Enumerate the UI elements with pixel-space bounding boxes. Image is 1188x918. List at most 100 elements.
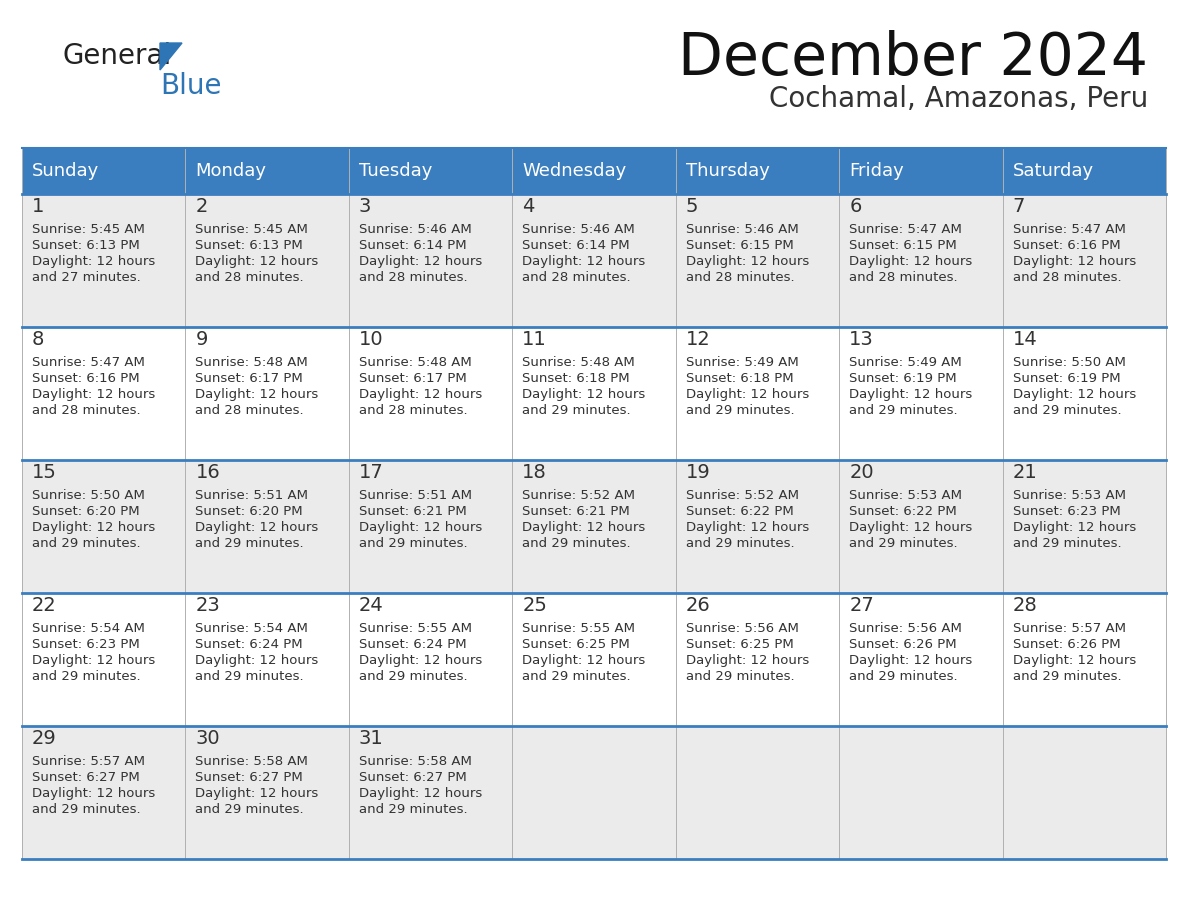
Text: Daylight: 12 hours: Daylight: 12 hours — [32, 521, 156, 534]
Text: Sunset: 6:20 PM: Sunset: 6:20 PM — [32, 505, 140, 518]
Text: Sunrise: 5:46 AM: Sunrise: 5:46 AM — [685, 223, 798, 236]
Text: Sunrise: 5:50 AM: Sunrise: 5:50 AM — [1012, 356, 1125, 369]
Text: Daylight: 12 hours: Daylight: 12 hours — [196, 521, 318, 534]
Text: Sunrise: 5:47 AM: Sunrise: 5:47 AM — [1012, 223, 1125, 236]
Text: and 29 minutes.: and 29 minutes. — [1012, 537, 1121, 550]
Text: 11: 11 — [523, 330, 546, 349]
Text: Sunset: 6:13 PM: Sunset: 6:13 PM — [196, 239, 303, 252]
Text: and 29 minutes.: and 29 minutes. — [523, 670, 631, 683]
Text: Sunset: 6:20 PM: Sunset: 6:20 PM — [196, 505, 303, 518]
Text: Sunrise: 5:57 AM: Sunrise: 5:57 AM — [1012, 622, 1125, 635]
Text: Sunset: 6:22 PM: Sunset: 6:22 PM — [849, 505, 956, 518]
Text: 10: 10 — [359, 330, 384, 349]
Text: Sunrise: 5:55 AM: Sunrise: 5:55 AM — [359, 622, 472, 635]
Bar — [23, 593, 1165, 726]
Text: Friday: Friday — [849, 162, 904, 180]
Text: Daylight: 12 hours: Daylight: 12 hours — [685, 654, 809, 667]
Text: and 29 minutes.: and 29 minutes. — [849, 537, 958, 550]
Text: Daylight: 12 hours: Daylight: 12 hours — [359, 654, 482, 667]
Text: Thursday: Thursday — [685, 162, 770, 180]
Text: Sunset: 6:16 PM: Sunset: 6:16 PM — [32, 372, 140, 385]
Text: Sunrise: 5:57 AM: Sunrise: 5:57 AM — [32, 755, 145, 768]
Bar — [23, 327, 1165, 460]
Text: Daylight: 12 hours: Daylight: 12 hours — [359, 255, 482, 268]
Text: 23: 23 — [196, 596, 220, 615]
Text: Sunrise: 5:52 AM: Sunrise: 5:52 AM — [523, 489, 636, 502]
Text: Sunset: 6:21 PM: Sunset: 6:21 PM — [523, 505, 630, 518]
Text: Sunset: 6:19 PM: Sunset: 6:19 PM — [1012, 372, 1120, 385]
Text: and 29 minutes.: and 29 minutes. — [685, 404, 795, 417]
Text: and 29 minutes.: and 29 minutes. — [523, 404, 631, 417]
Text: Sunrise: 5:51 AM: Sunrise: 5:51 AM — [196, 489, 309, 502]
Text: 18: 18 — [523, 463, 546, 482]
Text: Sunset: 6:18 PM: Sunset: 6:18 PM — [685, 372, 794, 385]
Text: Daylight: 12 hours: Daylight: 12 hours — [196, 787, 318, 800]
Text: Daylight: 12 hours: Daylight: 12 hours — [196, 388, 318, 401]
Text: and 29 minutes.: and 29 minutes. — [32, 537, 140, 550]
Text: 15: 15 — [32, 463, 57, 482]
Text: Sunset: 6:17 PM: Sunset: 6:17 PM — [359, 372, 467, 385]
Text: Daylight: 12 hours: Daylight: 12 hours — [523, 654, 645, 667]
Text: Daylight: 12 hours: Daylight: 12 hours — [1012, 388, 1136, 401]
Text: Sunset: 6:13 PM: Sunset: 6:13 PM — [32, 239, 140, 252]
Text: Daylight: 12 hours: Daylight: 12 hours — [849, 521, 973, 534]
Text: Daylight: 12 hours: Daylight: 12 hours — [359, 388, 482, 401]
Text: and 28 minutes.: and 28 minutes. — [849, 271, 958, 284]
Text: Sunrise: 5:48 AM: Sunrise: 5:48 AM — [523, 356, 636, 369]
Text: 20: 20 — [849, 463, 873, 482]
Text: 9: 9 — [196, 330, 208, 349]
Text: Sunset: 6:16 PM: Sunset: 6:16 PM — [1012, 239, 1120, 252]
Text: Sunrise: 5:47 AM: Sunrise: 5:47 AM — [32, 356, 145, 369]
Text: Daylight: 12 hours: Daylight: 12 hours — [359, 787, 482, 800]
Text: Sunset: 6:23 PM: Sunset: 6:23 PM — [32, 638, 140, 651]
Polygon shape — [160, 43, 182, 70]
Text: Sunrise: 5:45 AM: Sunrise: 5:45 AM — [196, 223, 309, 236]
Text: Daylight: 12 hours: Daylight: 12 hours — [1012, 521, 1136, 534]
Text: Sunset: 6:27 PM: Sunset: 6:27 PM — [196, 771, 303, 784]
Text: Sunset: 6:18 PM: Sunset: 6:18 PM — [523, 372, 630, 385]
Text: Sunrise: 5:45 AM: Sunrise: 5:45 AM — [32, 223, 145, 236]
Text: Sunrise: 5:56 AM: Sunrise: 5:56 AM — [685, 622, 798, 635]
Text: Sunset: 6:19 PM: Sunset: 6:19 PM — [849, 372, 956, 385]
Text: 27: 27 — [849, 596, 874, 615]
Text: Sunrise: 5:58 AM: Sunrise: 5:58 AM — [359, 755, 472, 768]
Text: Sunset: 6:14 PM: Sunset: 6:14 PM — [359, 239, 467, 252]
Text: Sunrise: 5:56 AM: Sunrise: 5:56 AM — [849, 622, 962, 635]
Text: and 28 minutes.: and 28 minutes. — [359, 271, 468, 284]
Text: Sunrise: 5:58 AM: Sunrise: 5:58 AM — [196, 755, 309, 768]
Text: Sunrise: 5:50 AM: Sunrise: 5:50 AM — [32, 489, 145, 502]
Text: Daylight: 12 hours: Daylight: 12 hours — [359, 521, 482, 534]
Text: 14: 14 — [1012, 330, 1037, 349]
Text: Daylight: 12 hours: Daylight: 12 hours — [32, 255, 156, 268]
Bar — [23, 148, 1165, 194]
Text: Sunset: 6:27 PM: Sunset: 6:27 PM — [32, 771, 140, 784]
Text: Daylight: 12 hours: Daylight: 12 hours — [32, 388, 156, 401]
Text: Daylight: 12 hours: Daylight: 12 hours — [1012, 255, 1136, 268]
Text: Sunrise: 5:46 AM: Sunrise: 5:46 AM — [523, 223, 636, 236]
Text: and 29 minutes.: and 29 minutes. — [685, 537, 795, 550]
Text: Daylight: 12 hours: Daylight: 12 hours — [849, 654, 973, 667]
Text: Sunset: 6:25 PM: Sunset: 6:25 PM — [523, 638, 630, 651]
Text: Sunrise: 5:49 AM: Sunrise: 5:49 AM — [685, 356, 798, 369]
Text: 28: 28 — [1012, 596, 1037, 615]
Text: and 29 minutes.: and 29 minutes. — [32, 803, 140, 816]
Text: and 28 minutes.: and 28 minutes. — [359, 404, 468, 417]
Text: Sunrise: 5:54 AM: Sunrise: 5:54 AM — [32, 622, 145, 635]
Text: Sunset: 6:24 PM: Sunset: 6:24 PM — [196, 638, 303, 651]
Text: Sunrise: 5:47 AM: Sunrise: 5:47 AM — [849, 223, 962, 236]
Text: 13: 13 — [849, 330, 874, 349]
Text: Sunrise: 5:48 AM: Sunrise: 5:48 AM — [359, 356, 472, 369]
Text: and 28 minutes.: and 28 minutes. — [523, 271, 631, 284]
Text: Daylight: 12 hours: Daylight: 12 hours — [1012, 654, 1136, 667]
Text: Sunset: 6:14 PM: Sunset: 6:14 PM — [523, 239, 630, 252]
Text: 1: 1 — [32, 197, 44, 216]
Text: and 29 minutes.: and 29 minutes. — [1012, 670, 1121, 683]
Text: and 29 minutes.: and 29 minutes. — [359, 537, 468, 550]
Text: Sunset: 6:27 PM: Sunset: 6:27 PM — [359, 771, 467, 784]
Text: Sunday: Sunday — [32, 162, 100, 180]
Text: 25: 25 — [523, 596, 548, 615]
Text: Daylight: 12 hours: Daylight: 12 hours — [32, 654, 156, 667]
Text: Sunset: 6:26 PM: Sunset: 6:26 PM — [849, 638, 956, 651]
Text: Sunrise: 5:54 AM: Sunrise: 5:54 AM — [196, 622, 309, 635]
Text: 4: 4 — [523, 197, 535, 216]
